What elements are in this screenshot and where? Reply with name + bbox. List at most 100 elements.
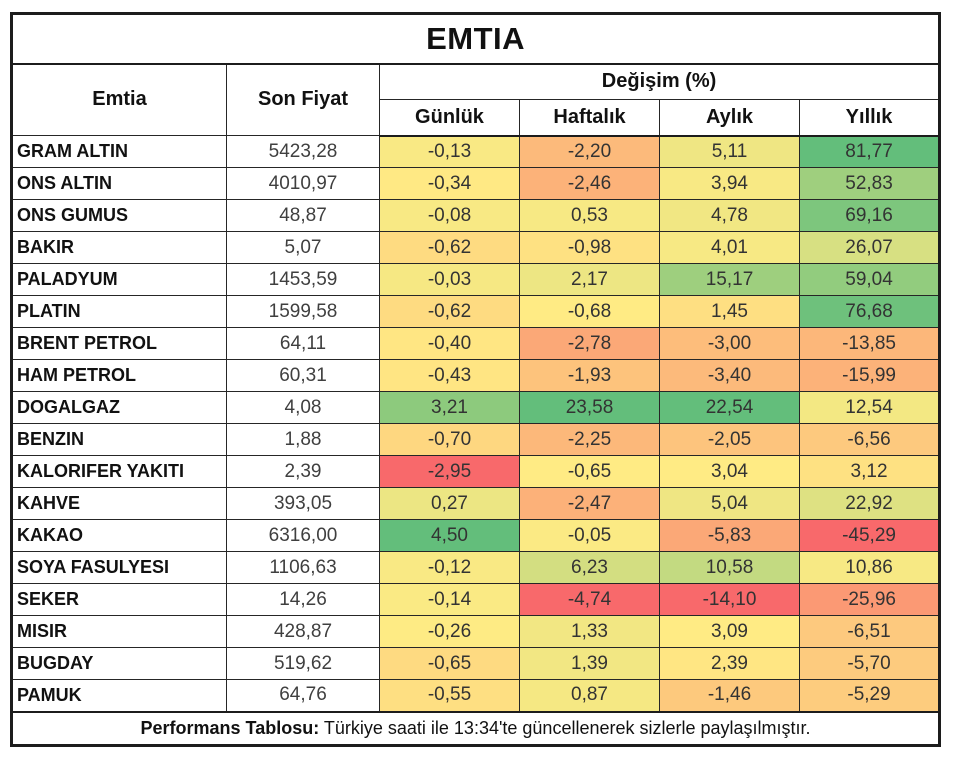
change-cell-aylik: 3,09 [659,615,800,648]
change-cell-aylik: 5,04 [659,487,800,520]
last-price: 64,76 [226,679,380,712]
footer-label: Performans Tablosu: [140,717,320,738]
last-price: 2,39 [226,455,380,488]
change-cell-aylik: -14,10 [659,583,800,616]
change-cell-gunluk: -0,08 [379,199,520,232]
change-cell-yillik: -15,99 [798,359,941,392]
commodity-name: KAKAO [11,519,227,552]
change-cell-aylik: 3,04 [659,455,800,488]
change-cell-haftalik: -0,98 [519,231,660,264]
table-row: KALORIFER YAKITI 2,39 -2,95 -0,65 3,04 3,12 [11,455,941,488]
change-cell-aylik: 10,58 [659,551,800,584]
last-price: 393,05 [226,487,380,520]
change-cell-gunluk: -0,13 [379,135,520,168]
commodity-name: BAKIR [11,231,227,264]
change-cell-aylik: 4,01 [659,231,800,264]
table-row: PAMUK 64,76 -0,55 0,87 -1,46 -5,29 [11,679,941,712]
change-cell-yillik: 10,86 [798,551,941,584]
change-cell-aylik: -1,46 [659,679,800,712]
change-cell-yillik: 26,07 [798,231,941,264]
change-cell-aylik: 3,94 [659,167,800,200]
table-row: BAKIR 5,07 -0,62 -0,98 4,01 26,07 [11,231,941,264]
change-cell-haftalik: -4,74 [519,583,660,616]
change-cell-haftalik: -0,65 [519,455,660,488]
change-cell-yillik: 59,04 [798,263,941,296]
change-cell-aylik: -2,05 [659,423,800,456]
change-cell-yillik: -13,85 [798,327,941,360]
last-price: 60,31 [226,359,380,392]
commodity-name: SEKER [11,583,227,616]
commodity-name: BRENT PETROL [11,327,227,360]
change-cell-gunluk: -0,43 [379,359,520,392]
change-cell-yillik: -25,96 [798,583,941,616]
change-cell-aylik: -3,00 [659,327,800,360]
change-cell-gunluk: -0,12 [379,551,520,584]
change-cell-gunluk: -0,14 [379,583,520,616]
last-price: 48,87 [226,199,380,232]
col-header-emtia: Emtia [11,63,227,136]
change-cell-gunluk: -0,55 [379,679,520,712]
table-row: KAKAO 6316,00 4,50 -0,05 -5,83 -45,29 [11,519,941,552]
change-cell-haftalik: 23,58 [519,391,660,424]
commodity-name: SOYA FASULYESI [11,551,227,584]
change-cell-yillik: -45,29 [798,519,941,552]
commodity-name: ONS ALTIN [11,167,227,200]
change-cell-gunluk: -2,95 [379,455,520,488]
change-cell-gunluk: -0,40 [379,327,520,360]
change-cell-yillik: 69,16 [798,199,941,232]
table-row: SOYA FASULYESI 1106,63 -0,12 6,23 10,58 10,86 [11,551,941,584]
commodity-name: BUGDAY [11,647,227,680]
change-cell-yillik: 52,83 [798,167,941,200]
last-price: 64,11 [226,327,380,360]
change-cell-yillik: 12,54 [798,391,941,424]
last-price: 1,88 [226,423,380,456]
col-header-gunluk: Günlük [379,99,520,137]
change-cell-aylik: 5,11 [659,135,800,168]
change-cell-gunluk: -0,65 [379,647,520,680]
commodity-name: PLATIN [11,295,227,328]
header-group-row: Emtia Son Fiyat Değişim (%) [11,63,941,136]
change-cell-gunluk: 0,27 [379,487,520,520]
change-cell-haftalik: -2,25 [519,423,660,456]
table-row: PLATIN 1599,58 -0,62 -0,68 1,45 76,68 [11,295,941,328]
change-cell-haftalik: -0,05 [519,519,660,552]
last-price: 1599,58 [226,295,380,328]
table-row: HAM PETROL 60,31 -0,43 -1,93 -3,40 -15,99 [11,359,941,392]
last-price: 5423,28 [226,135,380,168]
change-cell-aylik: -3,40 [659,359,800,392]
commodity-name: PALADYUM [11,263,227,296]
last-price: 1106,63 [226,551,380,584]
change-cell-haftalik: -0,68 [519,295,660,328]
commodity-name: MISIR [11,615,227,648]
change-cell-haftalik: -1,93 [519,359,660,392]
table-row: KAHVE 393,05 0,27 -2,47 5,04 22,92 [11,487,941,520]
table-row: SEKER 14,26 -0,14 -4,74 -14,10 -25,96 [11,583,941,616]
last-price: 4010,97 [226,167,380,200]
change-cell-yillik: -5,70 [798,647,941,680]
change-cell-yillik: -6,51 [798,615,941,648]
commodity-name: KALORIFER YAKITI [11,455,227,488]
change-cell-haftalik: 2,17 [519,263,660,296]
change-cell-haftalik: 0,87 [519,679,660,712]
change-cell-haftalik: -2,78 [519,327,660,360]
change-cell-haftalik: -2,46 [519,167,660,200]
commodity-name: KAHVE [11,487,227,520]
change-cell-aylik: 15,17 [659,263,800,296]
table-title: EMTIA [10,13,941,65]
change-cell-haftalik: 1,33 [519,615,660,648]
commodity-name: DOGALGAZ [11,391,227,424]
commodity-name: HAM PETROL [11,359,227,392]
change-cell-yillik: 76,68 [798,295,941,328]
last-price: 428,87 [226,615,380,648]
change-cell-haftalik: 1,39 [519,647,660,680]
change-cell-aylik: -5,83 [659,519,800,552]
change-cell-gunluk: -0,62 [379,231,520,264]
change-cell-gunluk: 4,50 [379,519,520,552]
last-price: 519,62 [226,647,380,680]
col-header-aylik: Aylık [659,99,800,137]
table-row: GRAM ALTIN 5423,28 -0,13 -2,20 5,11 81,77 [11,135,941,168]
change-cell-haftalik: 0,53 [519,199,660,232]
footer-text: Türkiye saati ile 13:34'te güncellenerek… [319,717,811,738]
change-cell-gunluk: -0,26 [379,615,520,648]
